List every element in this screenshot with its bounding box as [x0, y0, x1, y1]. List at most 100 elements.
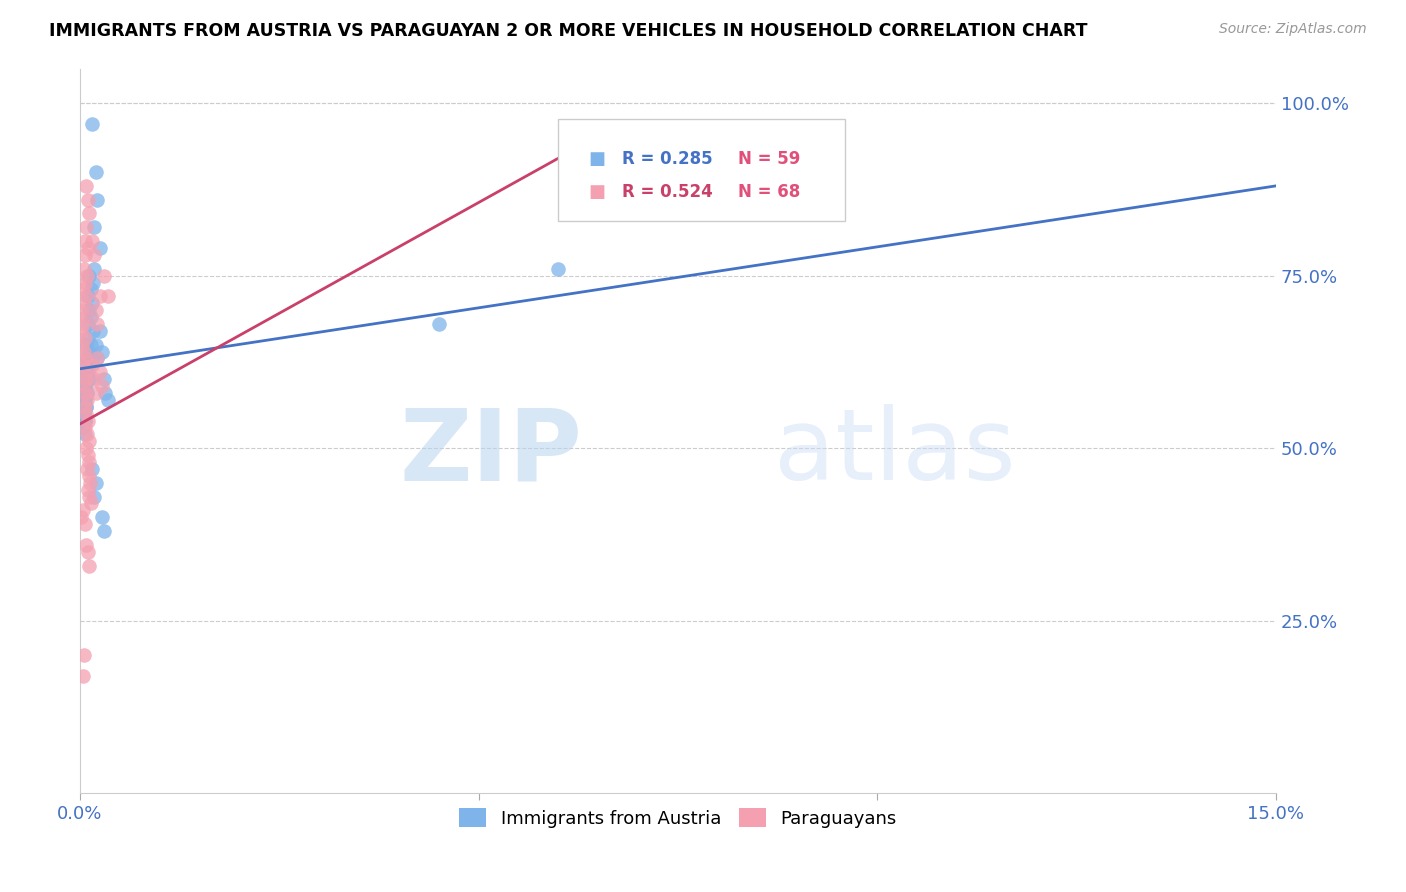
Point: [79, 558, 101, 573]
Point: [75, 414, 97, 428]
Point: [82, 324, 104, 338]
Point: [94, 386, 117, 401]
Text: R = 0.285: R = 0.285: [621, 150, 713, 168]
Text: ■: ■: [588, 183, 605, 201]
Point: [89, 365, 111, 379]
Point: [73, 517, 96, 532]
Point: [73, 261, 96, 276]
Text: ZIP: ZIP: [399, 404, 582, 501]
Point: [75, 372, 97, 386]
Point: [72, 420, 94, 434]
Point: [73, 234, 96, 248]
Point: [93, 372, 115, 386]
Point: [86, 193, 108, 207]
Point: [79, 372, 101, 386]
Point: [75, 248, 97, 262]
Point: [75, 220, 97, 235]
Point: [75, 359, 97, 373]
Point: [73, 386, 96, 401]
Point: [75, 351, 97, 366]
Point: [427, 317, 450, 331]
Point: [73, 372, 96, 386]
Point: [83, 220, 105, 235]
Point: [83, 248, 105, 262]
Point: [75, 407, 97, 421]
Point: [76, 427, 98, 442]
Point: [72, 503, 94, 517]
Point: [72, 303, 94, 318]
Point: [75, 365, 97, 379]
Point: [84, 303, 107, 318]
Text: atlas: atlas: [773, 404, 1015, 501]
Point: [80, 337, 103, 351]
Legend: Immigrants from Austria, Paraguayans: Immigrants from Austria, Paraguayans: [451, 801, 904, 835]
Point: [89, 324, 111, 338]
Point: [73, 365, 96, 379]
Point: [84, 475, 107, 490]
Point: [86, 351, 108, 366]
Point: [80, 351, 103, 366]
Point: [72, 317, 94, 331]
Point: [76, 241, 98, 255]
Point: [76, 193, 98, 207]
Point: [73, 648, 96, 663]
Point: [80, 496, 103, 510]
Point: [84, 337, 107, 351]
Point: [76, 317, 98, 331]
Point: [75, 538, 97, 552]
Point: [76, 392, 98, 407]
Point: [83, 372, 105, 386]
Point: [79, 475, 101, 490]
Point: [79, 344, 101, 359]
Point: [80, 234, 103, 248]
Point: [76, 483, 98, 497]
Point: [89, 241, 111, 255]
Point: [82, 276, 104, 290]
Point: [72, 359, 94, 373]
Point: [76, 414, 98, 428]
Point: [73, 392, 96, 407]
Point: [76, 386, 98, 401]
Point: [75, 379, 97, 393]
Point: [76, 372, 98, 386]
Point: [91, 344, 114, 359]
Point: [75, 441, 97, 455]
Point: [91, 510, 114, 524]
Point: [70, 510, 93, 524]
Point: [73, 407, 96, 421]
Point: [75, 337, 97, 351]
Text: N = 59: N = 59: [738, 150, 800, 168]
Point: [75, 178, 97, 193]
Point: [75, 310, 97, 324]
Point: [76, 365, 98, 379]
Point: [76, 386, 98, 401]
Point: [79, 206, 101, 220]
Point: [76, 448, 98, 462]
Point: [80, 462, 103, 476]
Text: IMMIGRANTS FROM AUSTRIA VS PARAGUAYAN 2 OR MORE VEHICLES IN HOUSEHOLD CORRELATIO: IMMIGRANTS FROM AUSTRIA VS PARAGUAYAN 2 …: [49, 22, 1088, 40]
Point: [70, 324, 93, 338]
Point: [79, 490, 101, 504]
Point: [84, 165, 107, 179]
Point: [80, 359, 103, 373]
Point: [76, 289, 98, 303]
Text: Source: ZipAtlas.com: Source: ZipAtlas.com: [1219, 22, 1367, 37]
Point: [75, 386, 97, 401]
Point: [75, 379, 97, 393]
Point: [76, 545, 98, 559]
Point: [547, 261, 569, 276]
Point: [75, 414, 97, 428]
Point: [80, 117, 103, 131]
Point: [79, 455, 101, 469]
Point: [79, 359, 101, 373]
Point: [93, 524, 115, 538]
Text: R = 0.524: R = 0.524: [621, 183, 713, 201]
Point: [86, 317, 108, 331]
Point: [72, 414, 94, 428]
Text: ■: ■: [588, 150, 605, 168]
Point: [86, 351, 108, 366]
Point: [75, 400, 97, 414]
Point: [73, 276, 96, 290]
Point: [80, 310, 103, 324]
Point: [77, 434, 100, 449]
